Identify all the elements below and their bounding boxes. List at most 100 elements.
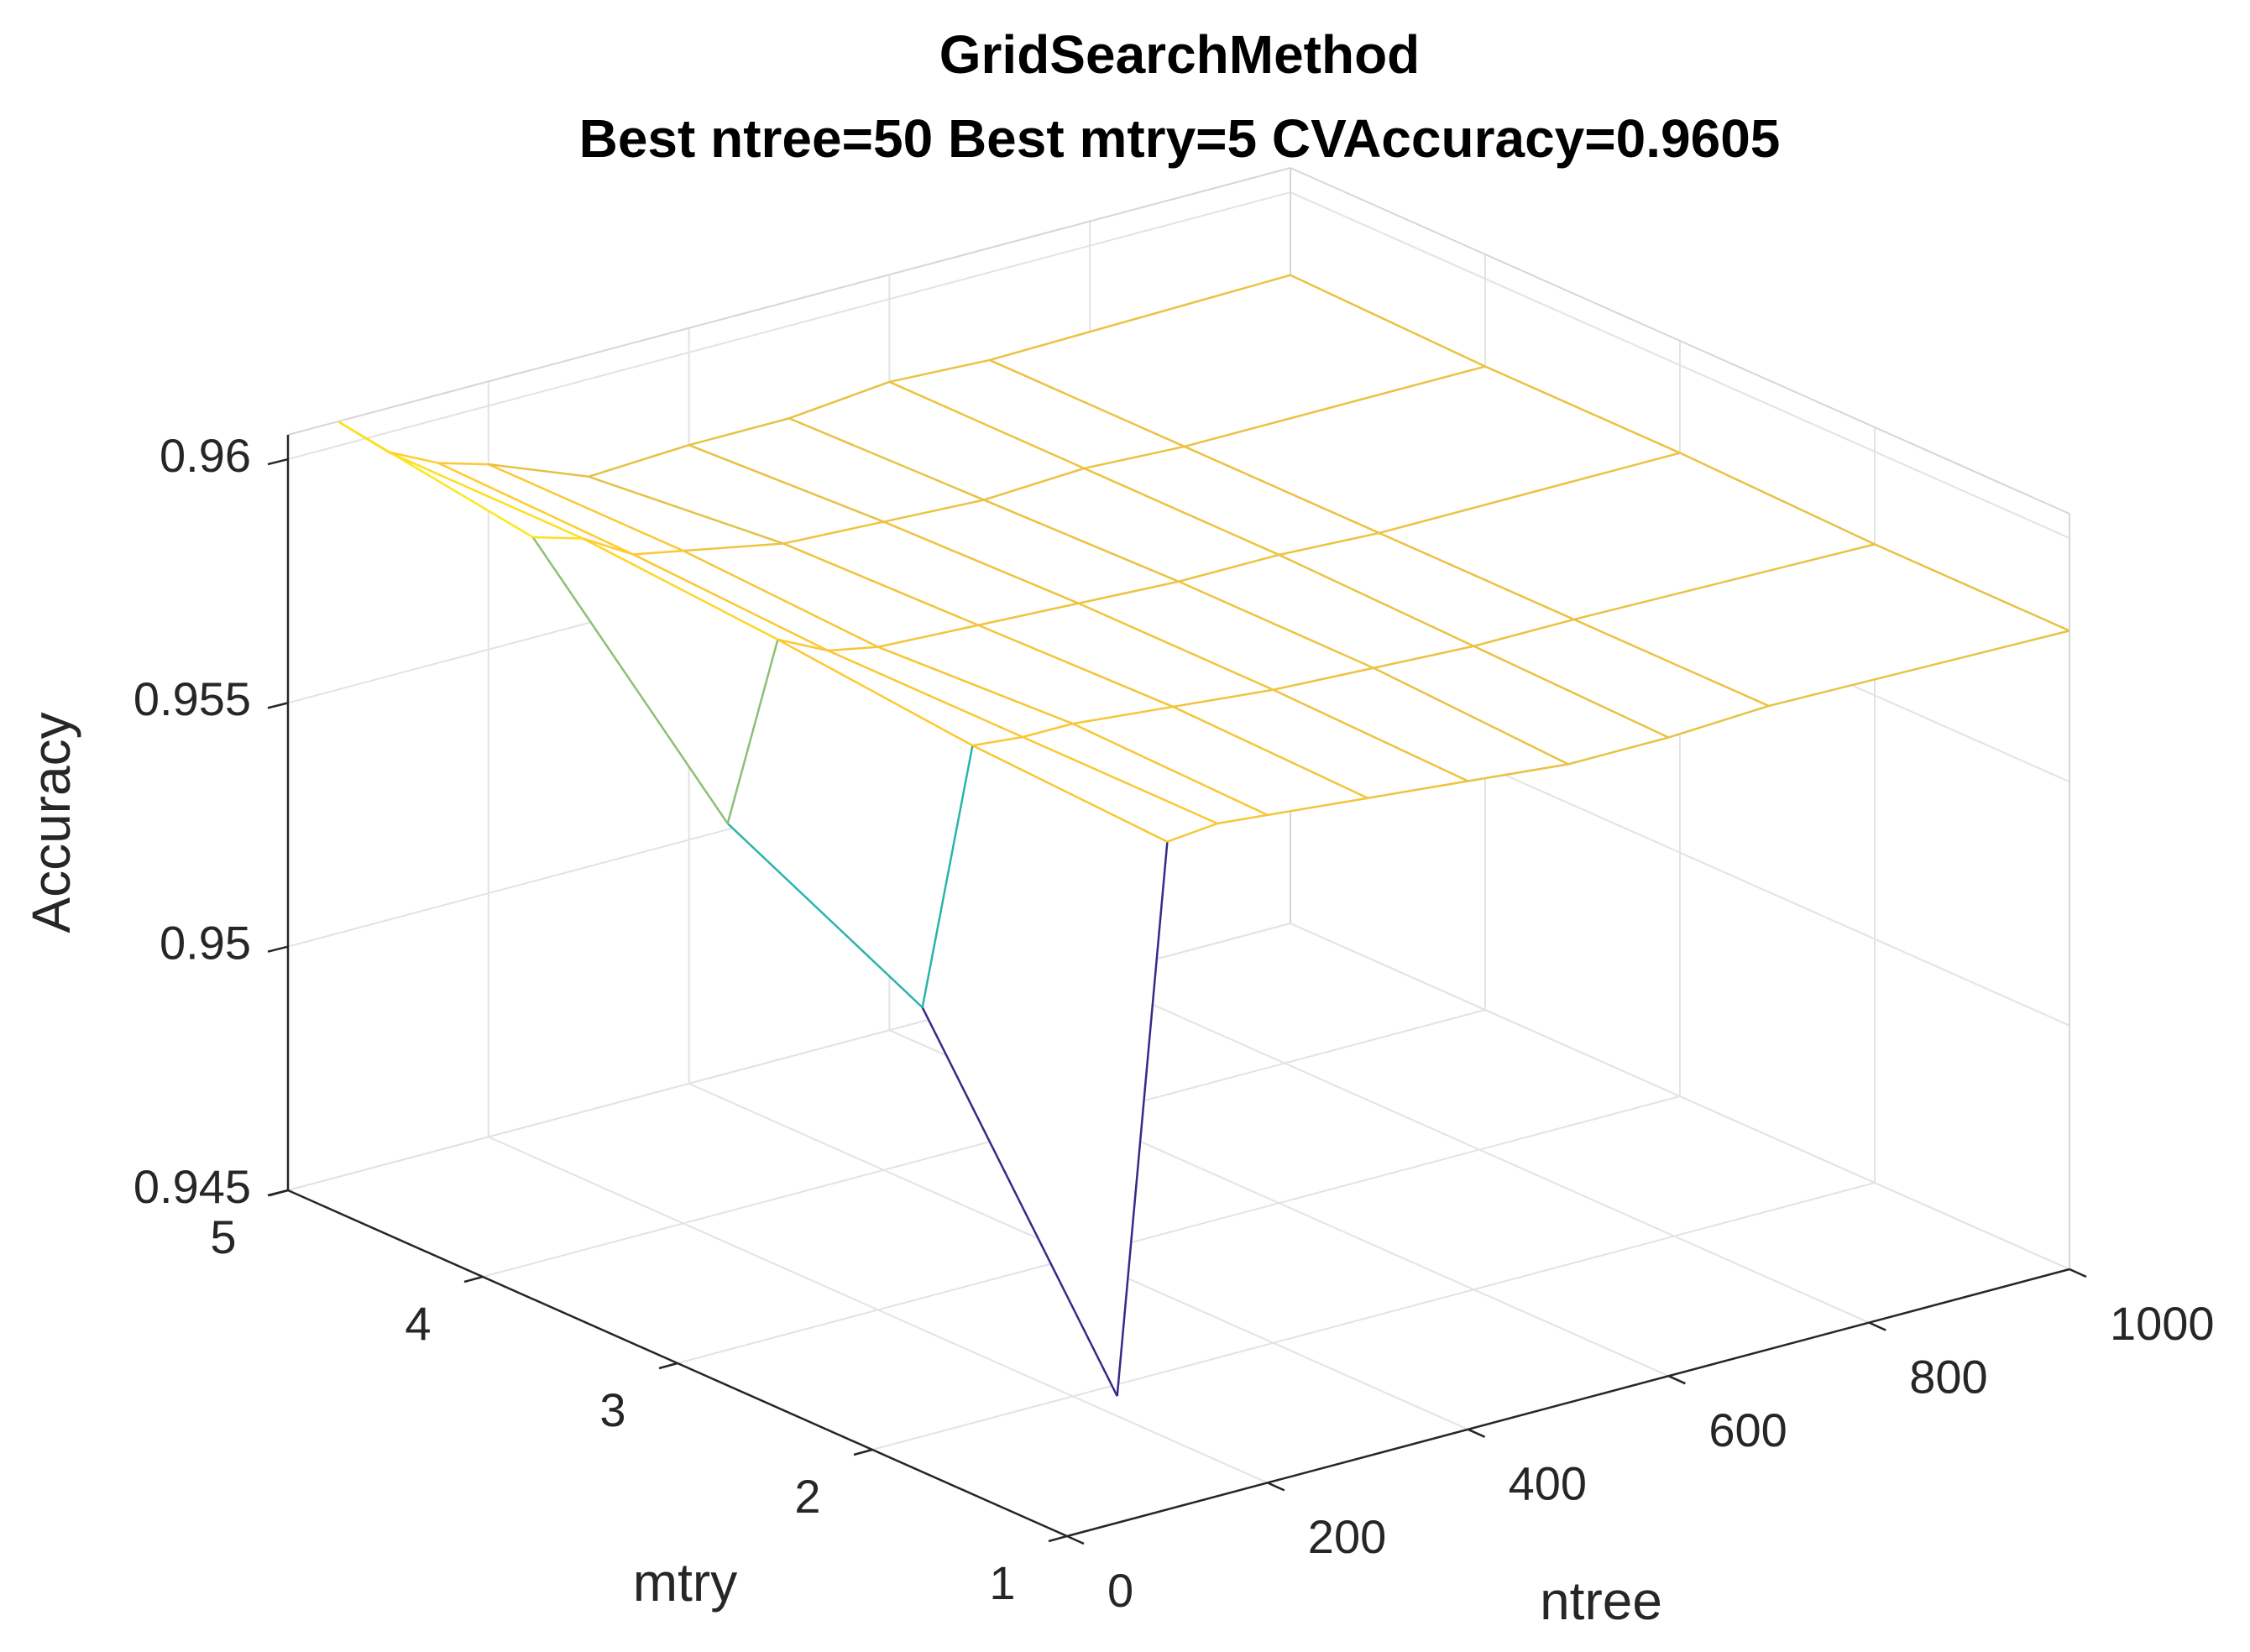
mesh-edge (1484, 365, 1681, 454)
mesh-edge (888, 380, 1085, 470)
grid-line (482, 1009, 1486, 1278)
mesh-edge (588, 475, 784, 545)
mesh-edge (1273, 688, 1469, 782)
mesh-edge (827, 649, 1023, 739)
mesh-edge (726, 639, 779, 824)
mesh-edge (788, 380, 890, 420)
z-tick (267, 702, 289, 709)
mesh-edge (877, 624, 979, 648)
x-tick-label: 1000 (2110, 1297, 2215, 1350)
mesh-edge (1468, 763, 1569, 782)
grid-line (677, 1095, 1681, 1364)
y-axis-label: mtry (633, 1552, 737, 1613)
mesh-edge (989, 274, 1291, 362)
mesh-edge (889, 358, 991, 384)
mesh-edge (583, 537, 634, 556)
mesh-edge (1172, 705, 1368, 799)
z-tick-label: 0.96 (160, 429, 251, 482)
mesh-edge (1573, 543, 1876, 621)
mesh-edge (1279, 531, 1380, 557)
box-edge (1290, 167, 2070, 515)
mesh-edge (1573, 618, 1770, 708)
y-tick-label: 5 (210, 1210, 236, 1263)
mesh-edge (1668, 704, 1770, 739)
mesh-edge (983, 499, 1180, 583)
y-tick (658, 1362, 678, 1370)
mesh-edge (883, 520, 1080, 604)
mesh-edge (1367, 780, 1468, 799)
mesh-edge (788, 417, 985, 501)
z-tick (267, 457, 289, 466)
mesh-edge (688, 443, 885, 523)
x-tick (1667, 1375, 1686, 1385)
y-tick-label: 2 (794, 1470, 820, 1523)
y-tick (269, 1189, 289, 1197)
mesh-edge (688, 417, 790, 447)
mesh-edge (1166, 822, 1218, 843)
mesh-edge (972, 735, 1023, 747)
mesh-edge (1078, 602, 1274, 691)
mesh-edge (1379, 531, 1575, 621)
x-tick (1868, 1321, 1886, 1331)
mesh-edge (1217, 813, 1269, 825)
mesh-edge (1273, 667, 1374, 691)
x-tick-label: 0 (1107, 1564, 1133, 1617)
mesh-edge (1178, 580, 1374, 669)
grid-line (1290, 191, 2070, 539)
z-axis-label: Accuracy (21, 712, 81, 933)
mesh-edge (437, 462, 634, 556)
mesh-edge (921, 745, 974, 1008)
mesh-edge (1184, 365, 1486, 448)
z-tick-label: 0.95 (160, 916, 251, 969)
mesh-edge (1473, 645, 1669, 739)
mesh-edge (1373, 667, 1569, 766)
mesh-edge (777, 638, 829, 652)
z-tick (267, 945, 289, 953)
mesh-edge (531, 536, 729, 824)
x-tick-label: 600 (1708, 1404, 1787, 1456)
mesh-edge (588, 443, 689, 478)
mesh-edge (983, 467, 1085, 501)
y-tick-label: 1 (989, 1556, 1015, 1609)
mesh-edge (1178, 553, 1279, 583)
x-tick-label: 800 (1909, 1350, 1987, 1403)
mesh-edge (632, 553, 829, 652)
y-tick (463, 1275, 484, 1283)
mesh-edge (1072, 705, 1174, 725)
box-edge (287, 167, 1291, 436)
mesh-edge (338, 421, 390, 453)
y-tick (1048, 1534, 1068, 1543)
chart-title: GridSearchMethod (939, 24, 1421, 85)
mesh-edge (782, 542, 979, 626)
x-axis-label: ntree (1540, 1571, 1662, 1631)
x-tick (1468, 1428, 1486, 1438)
z-tick-label: 0.955 (133, 672, 251, 725)
mesh-edge (1072, 722, 1269, 817)
mesh-edge (977, 602, 1079, 626)
mesh-edge (582, 537, 778, 640)
mesh-edge (877, 646, 1074, 725)
mesh-edge (633, 549, 683, 556)
mesh-edge (782, 520, 884, 545)
mesh-edge (683, 542, 784, 552)
mesh-edge (387, 451, 583, 540)
mesh-edge (488, 463, 684, 552)
mesh-edge (532, 536, 583, 540)
x-tick (1066, 1534, 1085, 1545)
x-tick-label: 200 (1308, 1510, 1386, 1563)
mesh-edge (1267, 797, 1368, 817)
chart-title: Best ntree=50 Best mtry=5 CVAccuracy=0.9… (579, 108, 1781, 169)
mesh-edge (1083, 467, 1279, 557)
mesh-edge (977, 624, 1174, 708)
mesh-edge (1116, 841, 1169, 1397)
y-tick-label: 4 (405, 1297, 431, 1350)
x-tick (1267, 1482, 1285, 1492)
grid-line (287, 191, 1291, 460)
mesh-edge (777, 638, 973, 747)
mesh-edge (1473, 618, 1575, 647)
z-tick-label: 0.945 (133, 1160, 251, 1213)
x-tick (2069, 1268, 2087, 1278)
mesh-edge (1768, 630, 2070, 708)
